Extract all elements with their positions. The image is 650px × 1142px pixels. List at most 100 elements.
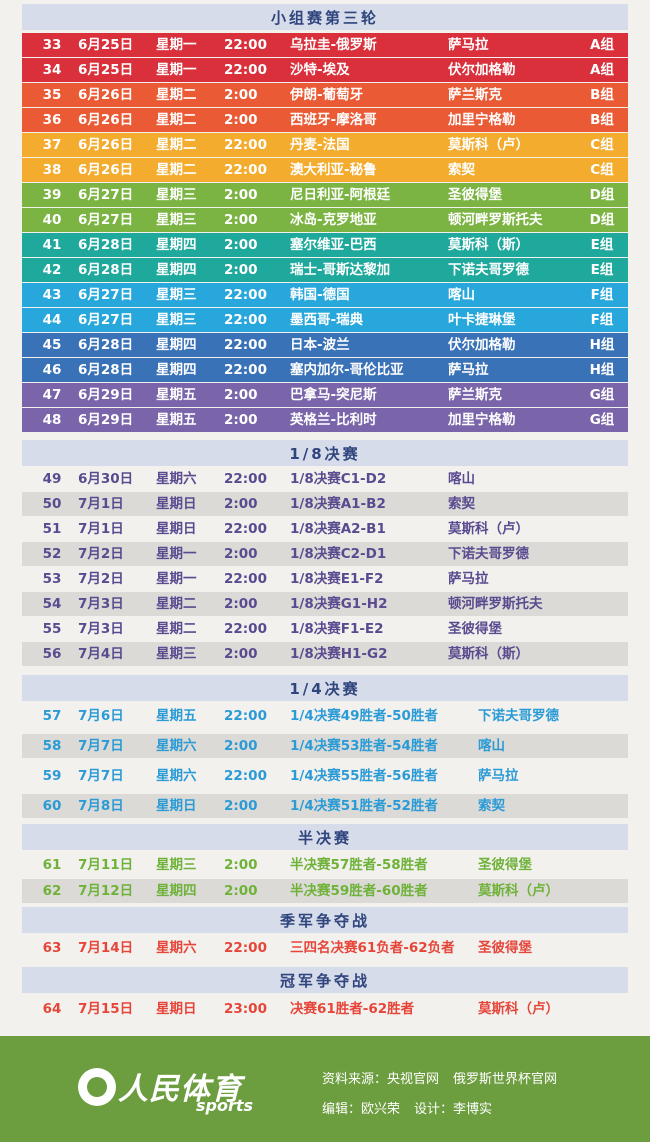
section-header-group-round3: 小组赛第三轮 [22,4,628,30]
credits-source: 资料来源：央视官网 俄罗斯世界杯官网 [322,1068,571,1087]
match-number: 34 [42,62,62,78]
third-place-row: 63 7月14日 星期六 22:00 三四名决赛61负者-62负者 圣彼得堡 [22,936,628,960]
match-teams: 1/4决赛53胜者-54胜者 [290,738,438,754]
match-number: 61 [42,857,62,873]
match-time: 2:00 [224,387,258,403]
match-date: 6月27日 [78,212,134,228]
match-weekday: 星期日 [156,521,197,537]
match-number: 37 [42,137,62,153]
match-weekday: 星期三 [156,857,197,873]
match-number: 42 [42,262,62,278]
group-match-row: 42 6月28日 星期四 2:00 瑞士-哥斯达黎加 下诺夫哥罗德 E组 [22,258,628,282]
match-time: 2:00 [224,738,258,754]
match-number: 45 [42,337,62,353]
match-teams: 巴拿马-突尼斯 [290,387,377,403]
match-time: 22:00 [224,471,267,487]
quarter-row: 57 7月6日 星期五 22:00 1/4决赛49胜者-50胜者 下诺夫哥罗德 [22,704,628,728]
group-match-row: 33 6月25日 星期一 22:00 乌拉圭-俄罗斯 萨马拉 A组 [22,33,628,57]
match-teams: 1/8决赛E1-F2 [290,571,384,587]
match-weekday: 星期三 [156,287,197,303]
match-teams: 三四名决赛61负者-62负者 [290,940,455,956]
match-date: 7月3日 [78,596,124,612]
match-date: 6月29日 [78,387,134,403]
match-group: F组 [590,287,614,303]
group-match-row: 39 6月27日 星期三 2:00 尼日利亚-阿根廷 圣彼得堡 D组 [22,183,628,207]
match-group: D组 [589,212,615,228]
match-date: 7月7日 [78,738,124,754]
match-time: 2:00 [224,857,258,873]
match-date: 6月30日 [78,471,134,487]
group-match-row: 43 6月27日 星期三 22:00 韩国-德国 喀山 F组 [22,283,628,307]
match-teams: 半决赛57胜者-58胜者 [290,857,428,873]
match-teams: 沙特-埃及 [290,62,350,78]
match-date: 7月4日 [78,646,124,662]
match-weekday: 星期日 [156,496,197,512]
match-date: 7月2日 [78,546,124,562]
match-teams: 墨西哥-瑞典 [290,312,364,328]
quarter-row: 58 7月7日 星期六 2:00 1/4决赛53胜者-54胜者 喀山 [22,734,628,758]
round16-row: 51 7月1日 星期日 22:00 1/8决赛A2-B1 莫斯科（卢） [22,517,628,541]
match-time: 22:00 [224,621,267,637]
semi-row: 61 7月11日 星期三 2:00 半决赛57胜者-58胜者 圣彼得堡 [22,853,628,877]
match-time: 2:00 [224,87,258,103]
match-teams: 乌拉圭-俄罗斯 [290,37,377,53]
match-weekday: 星期六 [156,738,197,754]
match-number: 49 [42,471,62,487]
match-time: 22:00 [224,337,267,353]
match-number: 52 [42,546,62,562]
match-venue: 伏尔加格勒 [448,337,516,353]
match-date: 7月12日 [78,883,134,899]
match-date: 6月25日 [78,62,134,78]
match-venue: 莫斯科（卢） [448,521,529,537]
match-venue: 莫斯科（卢） [478,1001,559,1017]
match-group: F组 [590,312,614,328]
section-header-semi: 半决赛 [22,824,628,850]
match-weekday: 星期二 [156,162,197,178]
match-teams: 瑞士-哥斯达黎加 [290,262,391,278]
match-time: 2:00 [224,112,258,128]
match-time: 22:00 [224,362,267,378]
match-number: 46 [42,362,62,378]
match-date: 6月26日 [78,162,134,178]
match-teams: 1/8决赛C2-D1 [290,546,387,562]
match-time: 23:00 [224,1001,267,1017]
match-group: E组 [590,262,614,278]
match-venue: 莫斯科（卢） [478,883,559,899]
match-number: 58 [42,738,62,754]
round16-row: 50 7月1日 星期日 2:00 1/8决赛A1-B2 索契 [22,492,628,516]
match-venue: 顿河畔罗斯托夫 [448,212,543,228]
footer: 人民体育 sports 资料来源：央视官网 俄罗斯世界杯官网 编辑：欧兴荣 设计：李… [0,1036,650,1142]
match-teams: 半决赛59胜者-60胜者 [290,883,428,899]
match-date: 6月27日 [78,187,134,203]
match-weekday: 星期一 [156,546,197,562]
match-weekday: 星期四 [156,237,197,253]
round16-row: 53 7月2日 星期一 22:00 1/8决赛E1-F2 萨马拉 [22,567,628,591]
match-group: B组 [590,87,614,103]
group-match-row: 47 6月29日 星期五 2:00 巴拿马-突尼斯 萨兰斯克 G组 [22,383,628,407]
logo-sub: sports [196,1096,254,1115]
match-teams: 1/8决赛G1-H2 [290,596,388,612]
match-venue: 喀山 [448,471,475,487]
match-weekday: 星期一 [156,571,197,587]
match-number: 60 [42,798,62,814]
match-venue: 叶卡捷琳堡 [448,312,516,328]
match-number: 41 [42,237,62,253]
round16-row: 56 7月4日 星期三 2:00 1/8决赛H1-G2 莫斯科（斯） [22,642,628,666]
match-teams: 澳大利亚-秘鲁 [290,162,377,178]
match-time: 22:00 [224,571,267,587]
match-date: 7月3日 [78,621,124,637]
match-weekday: 星期三 [156,212,197,228]
match-group: B组 [590,112,614,128]
quarter-row: 60 7月8日 星期日 2:00 1/4决赛51胜者-52胜者 索契 [22,794,628,818]
match-venue: 顿河畔罗斯托夫 [448,596,543,612]
match-weekday: 星期日 [156,1001,197,1017]
match-teams: 英格兰-比利时 [290,412,377,428]
match-number: 64 [42,1001,62,1017]
source-site: 俄罗斯世界杯官网 [453,1072,558,1087]
match-number: 57 [42,708,62,724]
match-date: 6月29日 [78,412,134,428]
match-time: 22:00 [224,708,267,724]
match-time: 22:00 [224,287,267,303]
match-date: 7月2日 [78,571,124,587]
match-weekday: 星期六 [156,768,197,784]
